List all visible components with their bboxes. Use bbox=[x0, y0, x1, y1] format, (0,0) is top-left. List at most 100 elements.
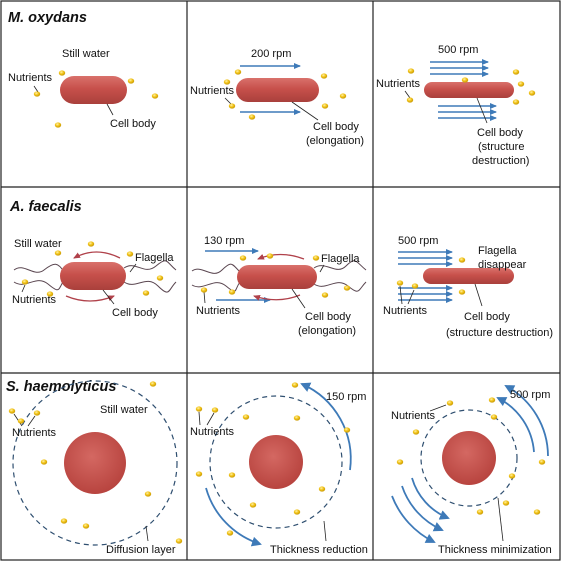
nutrient-particle bbox=[157, 275, 163, 280]
label-cell-body: Cell body bbox=[477, 127, 523, 139]
nutrient-particle bbox=[55, 250, 61, 255]
label-nutrients: Nutrients bbox=[391, 410, 436, 422]
leader-line bbox=[146, 526, 148, 541]
nutrient-particle bbox=[459, 257, 465, 262]
nutrient-particle bbox=[47, 291, 53, 296]
leader-line bbox=[22, 285, 25, 292]
label-diffusion-layer: Diffusion layer bbox=[106, 544, 176, 556]
motion-arrow bbox=[66, 296, 114, 301]
leader-line bbox=[324, 521, 326, 541]
nutrient-particle bbox=[243, 414, 249, 419]
leader-line bbox=[34, 86, 38, 92]
nutrient-particle bbox=[212, 407, 218, 412]
nutrient-particle bbox=[509, 473, 515, 478]
panel-m-oxydans-still: Still water Nutrients Cell body bbox=[8, 48, 158, 130]
label-cell-body: Cell body bbox=[464, 311, 510, 323]
leader-line bbox=[204, 292, 205, 303]
nutrient-particle bbox=[459, 289, 465, 294]
nutrient-particle bbox=[539, 459, 545, 464]
nutrient-particle bbox=[412, 283, 418, 288]
nutrient-particle bbox=[322, 292, 328, 297]
nutrient-particle bbox=[407, 97, 413, 102]
label-structure-destruction: (structure destruction) bbox=[446, 327, 553, 339]
nutrient-particle bbox=[127, 251, 133, 256]
nutrient-particle bbox=[294, 415, 300, 420]
leader-line bbox=[408, 290, 414, 304]
nutrient-particle bbox=[34, 91, 40, 96]
nutrient-particle bbox=[267, 253, 273, 258]
leader-line bbox=[199, 412, 200, 425]
nutrient-particle bbox=[128, 78, 134, 83]
nutrient-particle bbox=[249, 114, 255, 119]
row-title-a-faecalis: A. faecalis bbox=[9, 199, 82, 215]
nutrient-particle bbox=[41, 459, 47, 464]
label-nutrients: Nutrients bbox=[190, 85, 235, 97]
nutrient-particle bbox=[227, 530, 233, 535]
nutrient-particle bbox=[313, 255, 319, 260]
label-nutrients: Nutrients bbox=[12, 427, 57, 439]
nutrient-particle bbox=[529, 90, 535, 95]
nutrient-particle bbox=[176, 538, 182, 543]
label-speed: 500 rpm bbox=[438, 44, 478, 56]
nutrient-particle bbox=[34, 410, 40, 415]
coccus-cell-body bbox=[442, 431, 496, 485]
flagellum bbox=[124, 281, 176, 292]
label-speed: 150 rpm bbox=[326, 391, 366, 403]
nutrient-particle bbox=[143, 290, 149, 295]
nutrient-particle bbox=[321, 73, 327, 78]
nutrient-particle bbox=[229, 289, 235, 294]
label-disappear: disappear bbox=[478, 259, 527, 271]
leader-line bbox=[498, 498, 503, 541]
panel-a-faecalis-130rpm: 130 rpm Flagella Nutrients Cell body (el… bbox=[192, 235, 366, 337]
nutrient-particle bbox=[491, 414, 497, 419]
flagellum bbox=[14, 280, 64, 290]
coccus-cell-body bbox=[64, 432, 126, 494]
nutrient-particle bbox=[9, 408, 15, 413]
nutrient-particle bbox=[462, 77, 468, 82]
flagellum bbox=[192, 264, 240, 273]
nutrient-particle bbox=[196, 471, 202, 476]
nutrient-particle bbox=[319, 486, 325, 491]
leader-line bbox=[292, 289, 305, 308]
label-cell-body: Cell body bbox=[110, 118, 156, 130]
label-nutrients: Nutrients bbox=[383, 305, 428, 317]
label-structure: (structure bbox=[478, 141, 524, 153]
panel-s-haemolyticus-500rpm: 500 rpm Nutrients Thickness minimization bbox=[391, 386, 552, 556]
nutrient-particle bbox=[250, 502, 256, 507]
rod-cell-body bbox=[60, 262, 126, 290]
label-nutrients: Nutrients bbox=[376, 78, 421, 90]
label-nutrients: Nutrients bbox=[190, 426, 235, 438]
label-speed: 500 rpm bbox=[398, 235, 438, 247]
nutrient-particle bbox=[518, 81, 524, 86]
nutrient-particle bbox=[229, 103, 235, 108]
label-cell-body: Cell body bbox=[313, 121, 359, 133]
nutrient-particle bbox=[18, 418, 24, 423]
nutrient-particle bbox=[294, 509, 300, 514]
label-cell-body: Cell body bbox=[112, 307, 158, 319]
label-speed: 200 rpm bbox=[251, 48, 291, 60]
nutrient-particle bbox=[292, 382, 298, 387]
label-flagella: Flagella bbox=[321, 253, 360, 265]
panel-a-faecalis-still: Still water Flagella Nutrients Cell body bbox=[12, 238, 176, 319]
leader-line bbox=[405, 91, 410, 98]
nutrient-particle bbox=[224, 79, 230, 84]
nutrient-particle bbox=[344, 427, 350, 432]
label-thickness-reduction: Thickness reduction bbox=[270, 544, 368, 556]
label-still-water: Still water bbox=[14, 238, 62, 250]
nutrient-particle bbox=[240, 255, 246, 260]
nutrient-particle bbox=[413, 429, 419, 434]
row-title-m-oxydans: M. oxydans bbox=[8, 10, 87, 26]
nutrient-particle bbox=[22, 279, 28, 284]
label-destruction: destruction) bbox=[472, 155, 529, 167]
motion-arrow bbox=[258, 255, 304, 260]
nutrient-particle bbox=[59, 70, 65, 75]
nutrient-particle bbox=[447, 400, 453, 405]
rotation-arrow bbox=[206, 488, 260, 544]
nutrient-particle bbox=[503, 500, 509, 505]
nutrient-particle bbox=[397, 459, 403, 464]
nutrient-particle bbox=[229, 472, 235, 477]
label-thickness-minimization: Thickness minimization bbox=[438, 544, 552, 556]
nutrient-particle bbox=[55, 122, 61, 127]
nutrient-particle bbox=[152, 93, 158, 98]
